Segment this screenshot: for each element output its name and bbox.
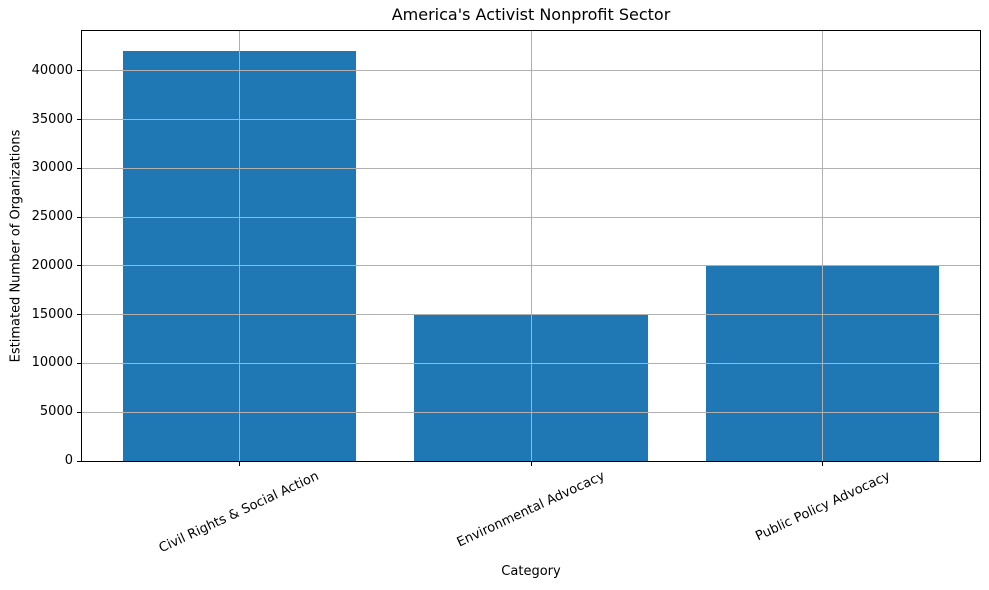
y-tick-mark: [77, 411, 82, 413]
x-tick-label: Public Policy Advocacy: [752, 468, 893, 545]
y-tick-label: 20000: [31, 257, 73, 273]
y-tick-label: 35000: [31, 111, 73, 127]
x-axis-label: Category: [501, 564, 561, 579]
y-tick-mark: [77, 314, 82, 316]
y-tick-label: 0: [64, 453, 73, 468]
y-tick-label: 10000: [31, 355, 73, 371]
v-gridline: [530, 31, 532, 461]
x-tick-label: Civil Rights & Social Action: [157, 468, 322, 557]
y-tick-mark: [77, 362, 82, 364]
y-tick-mark: [77, 216, 82, 218]
y-tick-mark: [77, 119, 82, 121]
v-gridline: [238, 31, 240, 461]
y-tick-label: 25000: [31, 209, 73, 225]
x-tick-label: Environmental Advocacy: [454, 468, 608, 551]
v-gridline: [822, 31, 824, 461]
y-tick-mark: [77, 460, 82, 462]
x-tick-mark: [530, 461, 532, 466]
chart-title: America's Activist Nonprofit Sector: [391, 5, 671, 24]
y-tick-mark: [77, 167, 82, 169]
y-tick-label: 40000: [31, 62, 73, 78]
x-tick-mark: [238, 461, 240, 466]
y-tick-label: 30000: [31, 160, 73, 176]
y-tick-mark: [77, 70, 82, 72]
y-tick-label: 15000: [31, 306, 73, 322]
x-tick-mark: [822, 461, 824, 466]
y-axis-label: Estimated Number of Organizations: [8, 129, 24, 363]
y-tick-label: 5000: [39, 404, 73, 420]
y-tick-mark: [77, 265, 82, 267]
